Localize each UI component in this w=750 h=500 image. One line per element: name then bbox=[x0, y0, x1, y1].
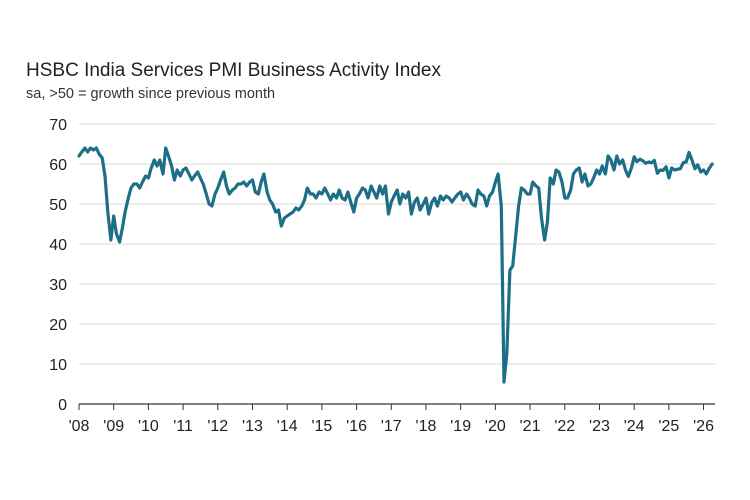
x-tick-label: '20 bbox=[485, 418, 506, 435]
x-tick-label: '09 bbox=[103, 418, 124, 435]
series-line bbox=[77, 146, 714, 384]
x-tick-label: '26 bbox=[693, 418, 714, 435]
x-tick-label: '14 bbox=[277, 418, 298, 435]
y-tick-label: 20 bbox=[49, 317, 67, 334]
chart-title: HSBC India Services PMI Business Activit… bbox=[26, 60, 441, 81]
x-tick-label: '12 bbox=[207, 418, 228, 435]
y-tick-label: 10 bbox=[49, 357, 67, 374]
x-tick-label: '15 bbox=[311, 418, 332, 435]
x-tick-label: '13 bbox=[242, 418, 263, 435]
y-tick-label: 50 bbox=[49, 197, 67, 214]
y-axis: 0 10 20 30 40 50 60 70 bbox=[49, 117, 67, 414]
x-tick-label: '17 bbox=[381, 418, 402, 435]
x-tick-label: '24 bbox=[624, 418, 645, 435]
x-tick-label: '08 bbox=[69, 418, 90, 435]
y-tick-label: 60 bbox=[49, 157, 67, 174]
x-tick-label: '11 bbox=[173, 418, 193, 435]
x-tick-label: '18 bbox=[416, 418, 437, 435]
x-tick-label: '10 bbox=[138, 418, 159, 435]
x-tick-label: '22 bbox=[554, 418, 575, 435]
y-tick-label: 30 bbox=[49, 277, 67, 294]
x-axis: '08 '09 '10 '11 '12 '13 '14 '15 '16 '17 '18 '19 '20 '… bbox=[69, 403, 715, 435]
gridlines bbox=[79, 123, 715, 365]
chart-subtitle: sa, >50 = growth since previous month bbox=[26, 86, 276, 102]
x-tick-label: '21 bbox=[520, 418, 541, 435]
x-tick-label: '23 bbox=[589, 418, 610, 435]
y-tick-label: 0 bbox=[58, 397, 67, 414]
x-tick-label: '16 bbox=[346, 418, 367, 435]
y-tick-label: 40 bbox=[49, 237, 67, 254]
x-tick-label: '25 bbox=[658, 418, 679, 435]
x-tick-label: '19 bbox=[450, 418, 471, 435]
plot-area bbox=[77, 146, 714, 384]
y-tick-label: 70 bbox=[49, 117, 67, 134]
